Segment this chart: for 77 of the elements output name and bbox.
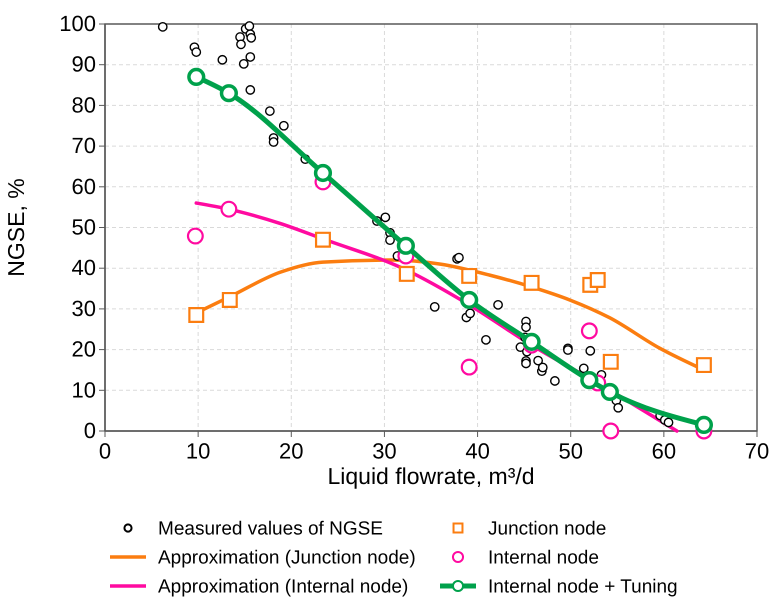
y-tick-label: 80 [72, 92, 96, 118]
point [522, 332, 541, 351]
point [694, 416, 714, 434]
y-axis-title: NGSE, % [3, 178, 29, 277]
y-tick-label: 20 [72, 336, 96, 362]
point [246, 32, 256, 43]
y-tick-label: 90 [72, 52, 96, 77]
point [460, 358, 478, 376]
x-tick-label: 60 [652, 438, 676, 464]
point [245, 85, 256, 95]
point [521, 358, 531, 368]
x-tick-label: 0 [98, 438, 112, 464]
point [613, 402, 624, 413]
point [236, 39, 246, 50]
point [664, 418, 674, 428]
point [585, 346, 596, 356]
point [460, 290, 478, 310]
x-tick-label: 70 [744, 438, 770, 464]
point [396, 236, 415, 255]
legend-label: Internal node [488, 548, 599, 569]
point [430, 302, 440, 312]
x-tick-label: 40 [465, 438, 490, 464]
x-tick-label: 10 [186, 438, 210, 464]
point [465, 308, 476, 318]
point [222, 292, 238, 308]
point [385, 235, 395, 245]
point [268, 137, 278, 147]
point [696, 357, 712, 374]
point [186, 228, 204, 244]
point [524, 274, 540, 291]
legend-label: Measured values of NGSE [158, 518, 383, 540]
x-axis-title: Liquid flowrate, m³/d [327, 463, 535, 489]
y-tick-label: 70 [72, 133, 96, 158]
y-tick-label: 100 [59, 11, 96, 36]
y-tick-label: 30 [72, 296, 96, 321]
x-tick-label: 20 [279, 438, 304, 464]
point [550, 376, 560, 386]
point [244, 21, 254, 31]
point [461, 268, 478, 284]
point [188, 307, 204, 323]
point [602, 422, 620, 440]
point [533, 356, 543, 366]
point [158, 22, 168, 32]
point [493, 300, 503, 310]
point [314, 232, 331, 248]
legend-label: Internal node + Tuning [488, 576, 678, 598]
legend-label: Approximation (Internal node) [158, 576, 408, 598]
legend-label: Approximation (Junction node) [158, 548, 416, 569]
point [580, 371, 598, 390]
point [578, 363, 589, 374]
x-tick-label: 50 [558, 438, 583, 464]
y-tick-label: 40 [72, 255, 96, 280]
point [590, 272, 606, 288]
point [538, 362, 548, 372]
y-tick-label: 10 [72, 377, 96, 402]
point [602, 354, 619, 370]
y-tick-label: 60 [72, 174, 96, 199]
y-tick-label: 50 [72, 214, 96, 240]
point [220, 200, 238, 218]
legend-label: Junction node [488, 518, 606, 540]
point [398, 266, 415, 282]
point [245, 52, 256, 62]
point [220, 84, 238, 102]
point [380, 212, 390, 222]
point [600, 382, 619, 402]
point [217, 54, 228, 65]
y-tick-label: 0 [84, 418, 96, 444]
x-tick-label: 30 [372, 438, 397, 464]
point [314, 164, 332, 182]
point [191, 47, 202, 57]
point [278, 120, 289, 131]
point [187, 68, 206, 86]
point [580, 322, 598, 340]
point [238, 59, 249, 69]
point [521, 322, 531, 332]
point [264, 106, 275, 116]
point [481, 334, 491, 345]
